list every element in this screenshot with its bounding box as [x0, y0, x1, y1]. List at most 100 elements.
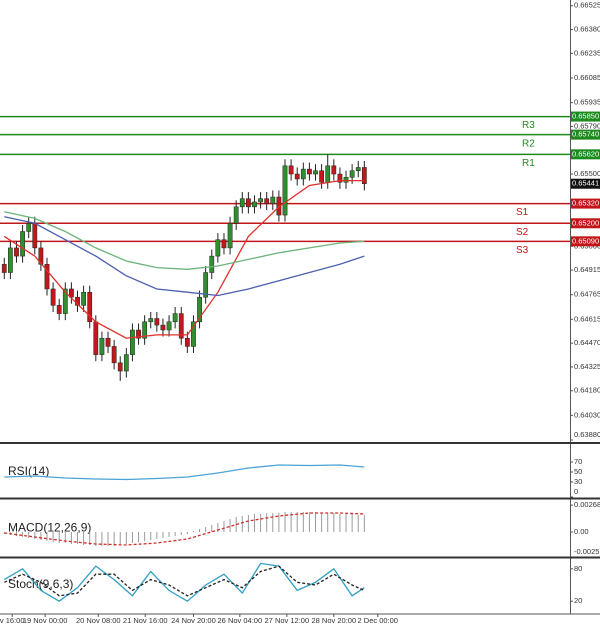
level-value: 0.65090 [572, 236, 599, 245]
candle-body [14, 247, 19, 257]
candle-body [20, 231, 25, 257]
candle-body [319, 170, 325, 183]
last-price-box [571, 178, 600, 189]
x-tick-label: v 16:00 [0, 616, 25, 625]
candle-body [239, 198, 245, 208]
candle-body [270, 196, 276, 204]
candle-body [69, 288, 74, 298]
candle-body [221, 239, 227, 249]
level-box [571, 236, 600, 247]
candle-body [38, 247, 44, 265]
level-value: 0.65850 [572, 112, 599, 121]
level-box [571, 129, 600, 140]
candle-body [233, 206, 239, 224]
candle-body [245, 198, 251, 208]
x-tick-label: 28 Nov 20:00 [312, 616, 357, 625]
candle-body [227, 223, 233, 249]
y-tick-label: 30 [574, 477, 582, 486]
candle-body [123, 354, 129, 372]
y-tick-label: 0.66525 [574, 1, 600, 10]
candle-body [282, 165, 288, 216]
pivot-name: R3 [522, 120, 535, 131]
y-tick-label: 0.66085 [574, 73, 600, 82]
panel-title: Stoch(9,6,3) [8, 577, 73, 591]
y-tick-label: 0.00 [574, 527, 589, 536]
candle-body [142, 321, 148, 339]
y-tick-label: -0.0025 [574, 547, 599, 556]
x-tick-label: 24 Nov 20:00 [171, 616, 216, 625]
panel-title: RSI(14) [8, 464, 49, 478]
x-tick-label: 27 Nov 12:00 [265, 616, 310, 625]
candle-body [1, 264, 7, 273]
candle-body [252, 201, 257, 208]
panel-title: MACD(12,26,9) [8, 521, 91, 535]
candle-body [50, 288, 56, 306]
level-box [571, 198, 600, 209]
candle-body [136, 329, 141, 339]
candle-body [203, 272, 209, 298]
y-tick-label: 70 [574, 457, 582, 466]
y-tick-label: 0.66235 [574, 48, 600, 57]
candle-body [44, 264, 50, 290]
pivot-name: R1 [522, 158, 535, 169]
candle-body [209, 255, 215, 273]
y-tick-label: 0.66380 [574, 25, 600, 34]
y-tick-label: 0.002686 [574, 500, 600, 509]
candle-body [32, 223, 38, 249]
y-tick-label: 0 [574, 487, 578, 496]
y-tick-label: 0.64470 [574, 338, 600, 347]
level-value: 0.65200 [572, 218, 599, 227]
candle-body [197, 296, 202, 323]
candle-body [26, 223, 32, 232]
last-price: 0.65441 [572, 179, 599, 188]
y-tick-label: 0.64915 [574, 265, 600, 274]
indicator-line [4, 211, 365, 270]
candle-body [148, 318, 154, 323]
indicator-line [4, 565, 365, 597]
level-value: 0.65740 [572, 130, 599, 139]
candle-body [166, 321, 172, 331]
candle-body [331, 165, 337, 175]
candle-body [56, 305, 62, 314]
candle-body [337, 173, 343, 183]
candle-body [154, 318, 160, 326]
candle-body [81, 291, 86, 306]
x-tick-label: 21 Nov 16:00 [123, 616, 168, 625]
x-tick-label: 19 Nov 00:00 [23, 616, 68, 625]
y-tick-label: 80 [574, 564, 582, 573]
y-tick-label: 20 [574, 596, 582, 605]
candle-body [313, 170, 318, 175]
y-tick-label: 0.64030 [574, 410, 600, 419]
y-tick-label: 0.65500 [574, 169, 600, 178]
candle-body [307, 168, 312, 175]
x-tick-label: 26 Nov 04:00 [218, 616, 263, 625]
y-tick-label: 0.64180 [574, 386, 600, 395]
indicator-line [4, 216, 365, 297]
candle-body [62, 288, 68, 314]
axis-area: 0.66525 0.66380 0.66235 0.66085 0.65935 0.657… [11, 1, 600, 617]
candle-body [130, 329, 135, 355]
pivot-name: R2 [522, 138, 535, 149]
candle-body [264, 198, 270, 204]
candle-body [7, 247, 13, 273]
candle-body [178, 313, 184, 339]
indicator-line [3, 179, 365, 339]
y-tick-label: 0.65790 [574, 121, 600, 130]
candle-body [93, 321, 99, 355]
candle-body [325, 165, 331, 183]
candle-body [349, 170, 355, 178]
indicator-line [3, 562, 365, 602]
candle-body [294, 173, 300, 180]
y-tick-label: 0.65935 [574, 98, 600, 107]
y-tick-label: 0.64325 [574, 362, 600, 371]
y-tick-label: 0.63880 [574, 430, 600, 439]
level-value: 0.65620 [572, 149, 599, 158]
candle-body [105, 337, 111, 347]
candle-body [160, 324, 166, 331]
candle-body [288, 165, 294, 175]
pivot-name: S3 [516, 245, 529, 256]
candle-body [87, 291, 93, 323]
level-box [571, 111, 600, 122]
candle-body [111, 346, 117, 364]
